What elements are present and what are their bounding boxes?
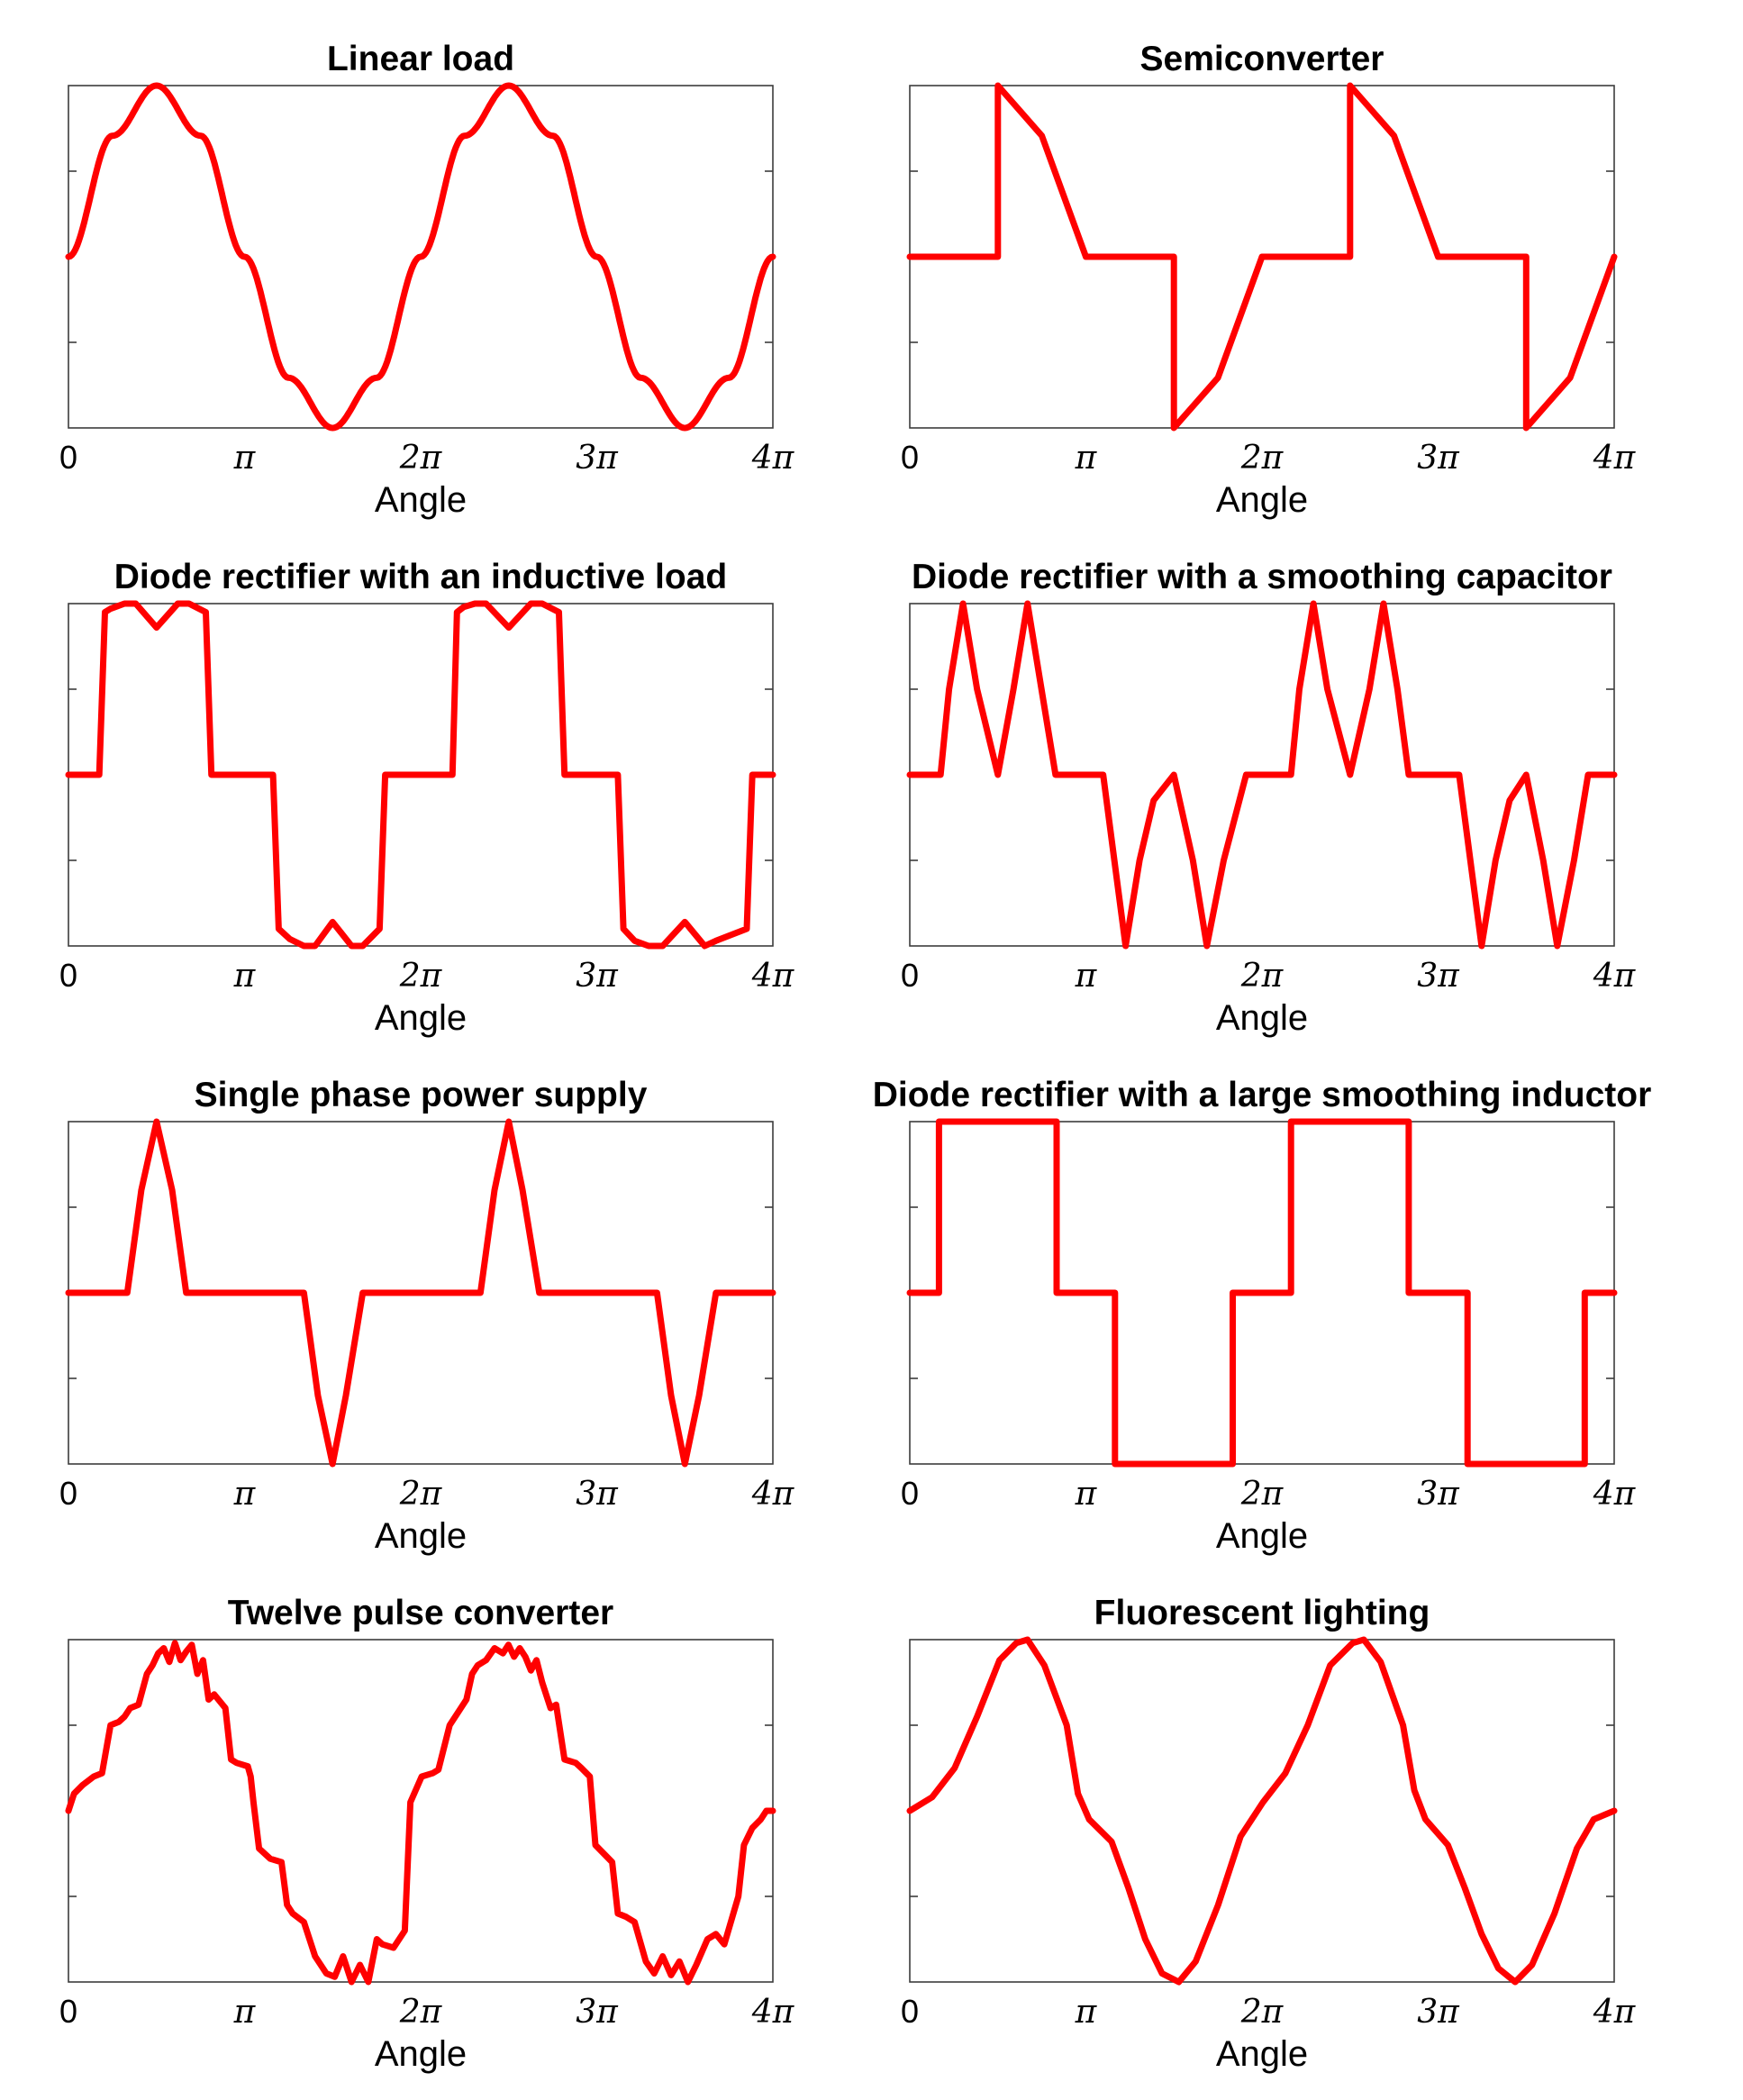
subplot-title: Diode rectifier with a large smoothing i…: [873, 1076, 1652, 1114]
x-tick-label: π: [233, 1994, 257, 2031]
x-axis-label: Angle: [1216, 998, 1308, 1038]
x-tick-label: 3π: [576, 440, 619, 477]
x-axis-label: Angle: [375, 1516, 467, 1556]
subplot-4: Diode rectifier with a smoothing capacit…: [901, 558, 1637, 1038]
x-axis-label: Angle: [1216, 1516, 1308, 1556]
x-tick-label: 4π: [751, 440, 795, 477]
x-tick-label: 4π: [1593, 1476, 1637, 1513]
x-tick-label: 2π: [1240, 440, 1285, 477]
x-tick-label: 4π: [751, 1994, 795, 2031]
subplot-title: Diode rectifier with a smoothing capacit…: [912, 558, 1612, 596]
x-tick-label: π: [233, 958, 257, 995]
x-tick-label: 3π: [1417, 958, 1460, 995]
x-tick-label: 2π: [1240, 958, 1285, 995]
subplot-title: Twelve pulse converter: [228, 1594, 613, 1632]
subplot-title: Semiconverter: [1140, 40, 1384, 78]
waveform-line: [65, 1118, 776, 1468]
subplot-title: Diode rectifier with an inductive load: [114, 558, 727, 596]
x-tick-label: 0: [59, 1475, 77, 1512]
subplot-6: Diode rectifier with a large smoothing i…: [873, 1076, 1652, 1556]
x-tick-label: 3π: [576, 1994, 619, 2031]
x-tick-label: π: [233, 440, 257, 477]
x-tick-label: 3π: [576, 958, 619, 995]
subplot-7: Twelve pulse converter 0 π 2π 3π 4π Angle: [59, 1594, 795, 2074]
x-tick-label: 0: [901, 439, 919, 476]
x-tick-label: 4π: [1593, 440, 1637, 477]
x-axis-label: Angle: [375, 998, 467, 1038]
x-tick-label: 0: [901, 957, 919, 994]
waveform-line: [65, 82, 776, 432]
waveform-line: [906, 600, 1618, 950]
subplot-2: Semiconverter 0 π 2π 3π 4π Angle: [901, 40, 1637, 520]
x-tick-label: 4π: [1593, 1994, 1637, 2031]
waveform-line: [906, 1636, 1618, 1986]
x-axis-label: Angle: [375, 2034, 467, 2074]
x-tick-label: 0: [901, 1993, 919, 2030]
subplot-8: Fluorescent lighting 0 π 2π 3π 4π Angle: [901, 1594, 1637, 2074]
x-tick-label: 2π: [1240, 1476, 1285, 1513]
x-tick-label: 2π: [399, 440, 443, 477]
subplot-title: Fluorescent lighting: [1094, 1594, 1430, 1632]
waveform-line: [65, 600, 776, 950]
x-tick-label: 3π: [1417, 440, 1460, 477]
x-tick-label: 2π: [1240, 1994, 1285, 2031]
subplot-1: Linear load 0 π 2π 3π 4π Angle: [59, 40, 795, 520]
plot-frame: [68, 1639, 774, 1983]
x-tick-label: 2π: [399, 1994, 443, 2031]
x-tick-label: π: [1075, 1476, 1098, 1513]
x-tick-label: 2π: [399, 958, 443, 995]
x-tick-label: 0: [59, 1993, 77, 2030]
waveform-line: [65, 1640, 776, 1986]
x-tick-label: 3π: [576, 1476, 619, 1513]
x-tick-label: π: [1075, 440, 1098, 477]
x-axis-label: Angle: [1216, 480, 1308, 520]
subplot-5: Single phase power supply 0 π 2π 3π 4π Angle: [59, 1076, 795, 1556]
waveform-line: [906, 82, 1618, 432]
subplot-title: Single phase power supply: [195, 1076, 648, 1114]
x-tick-label: 0: [59, 439, 77, 476]
x-tick-label: 0: [59, 957, 77, 994]
x-tick-label: π: [1075, 1994, 1098, 2031]
x-tick-label: 4π: [751, 958, 795, 995]
x-tick-label: 0: [901, 1475, 919, 1512]
x-tick-label: 3π: [1417, 1994, 1460, 2031]
plot-frame: [909, 1639, 1615, 1983]
subplot-title: Linear load: [327, 40, 514, 78]
subplot-3: Diode rectifier with an inductive load 0 π…: [59, 558, 795, 1038]
x-axis-label: Angle: [1216, 2034, 1308, 2074]
x-tick-label: π: [1075, 958, 1098, 995]
x-tick-label: 4π: [751, 1476, 795, 1513]
x-tick-label: 4π: [1593, 958, 1637, 995]
x-axis-label: Angle: [375, 480, 467, 520]
x-tick-label: 2π: [399, 1476, 443, 1513]
x-tick-label: 3π: [1417, 1476, 1460, 1513]
waveform-line: [906, 1118, 1618, 1468]
x-tick-label: π: [233, 1476, 257, 1513]
